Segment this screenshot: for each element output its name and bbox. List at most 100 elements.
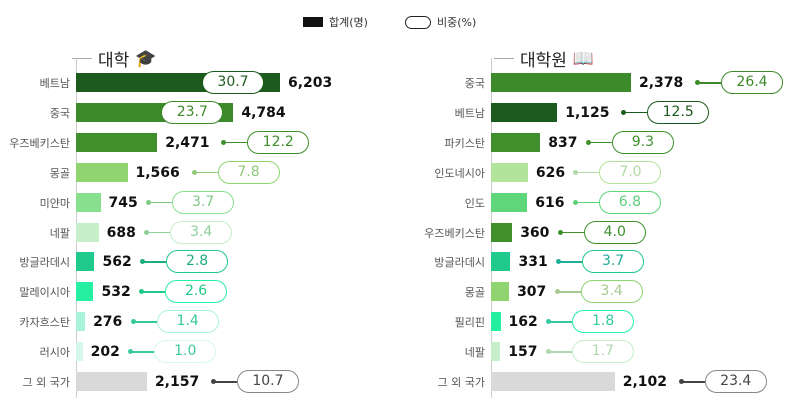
bar [76,252,95,272]
connector-line [558,291,581,293]
share-pill: 1.0 [154,340,217,364]
connector-line [576,201,599,204]
legend-share-label: 비중(%) [437,16,477,29]
bar [76,372,147,391]
value-label: 331 [518,254,548,271]
category-label: 그 외 국가 [22,376,70,389]
connector-dot [545,349,551,355]
panel-title-graduate: 대학원 📖 [494,46,594,71]
value-label: 626 [535,164,566,181]
value-label: 2,157 [154,374,200,390]
value-label: 616 [535,194,565,211]
connector-dot [130,319,136,325]
share-pill: 9.3 [611,130,674,154]
share-pill: 3.4 [170,220,233,244]
category-label: 몽골 [464,286,485,300]
connector-dot [695,80,700,85]
value-label: 2,378 [639,75,684,91]
value-label: 562 [102,254,132,271]
category-label: 우즈베키스탄 [424,226,485,240]
bar [491,342,501,362]
legend-total-label: 합계(명) [329,16,368,29]
category-label: 인도네시아 [434,166,485,180]
bar [491,282,510,302]
share-pill: 7.0 [599,160,662,184]
category-label: 베트남 [454,106,485,120]
value-label: 532 [101,284,131,301]
share-pill: 2.8 [166,250,229,274]
book-search-icon: 📖 [572,48,595,69]
category-label: 네팔 [464,346,485,360]
share-pill: 10.7 [236,370,299,393]
category-label: 네팔 [49,226,70,240]
category-label: 미얀마 [39,196,70,210]
panel-title-university: 대학 🎓 [72,46,156,71]
bar [491,73,631,92]
connector-line [682,381,705,383]
legend-swatch [303,17,323,27]
share-pill: 30.7 [202,71,264,94]
legend-total: 합계(명) [303,14,368,30]
connector-dot [572,199,578,205]
connector-line [550,321,573,323]
bar [491,372,615,391]
share-pill: 2.6 [165,280,228,304]
value-label: 276 [93,314,123,331]
connector-dot [191,169,197,175]
connector-dot [573,169,579,175]
value-label: 2,102 [622,374,668,390]
category-label: 방글라데시 [434,256,485,270]
bar [76,192,101,212]
category-label: 인도 [464,196,485,210]
bar [76,312,86,332]
category-label: 방글라데시 [19,256,70,270]
category-label: 말레이시아 [19,286,70,300]
bar [76,222,99,242]
category-label: 파키스탄 [444,136,485,150]
panel-title-text: 대학원 [520,51,567,71]
category-label: 중국 [464,77,485,90]
value-label: 2,471 [165,134,210,151]
category-label: 몽골 [49,166,70,180]
share-pill: 1.8 [572,310,635,334]
value-label: 1,566 [135,164,180,181]
value-label: 157 [508,344,538,361]
share-pill: 3.7 [172,190,235,214]
share-pill: 12.2 [247,130,310,154]
share-pill: 4.0 [583,220,646,244]
value-label: 6,203 [288,75,333,91]
value-label: 202 [90,344,120,361]
category-label: 필리핀 [454,316,485,330]
connector-line [589,141,612,144]
connector-line [625,111,648,114]
value-label: 4,784 [241,104,286,121]
share-pill: 1.4 [156,310,219,334]
panel-title-text: 대학 [98,51,130,71]
bar [491,222,513,242]
connector-line [225,141,248,144]
value-label: 1,125 [565,104,610,121]
connector-line [150,201,173,204]
value-label: 307 [517,284,547,301]
legend-share: 비중(%) [405,14,476,30]
value-label: 688 [106,224,136,241]
bar [491,312,501,332]
value-label: 162 [508,314,538,331]
share-pill: 12.5 [647,100,710,124]
connector-dot [621,109,627,115]
connector-line [132,351,155,353]
share-pill: 3.7 [582,250,645,274]
category-label: 베트남 [39,77,70,90]
connector-dot [146,199,152,205]
graduation-cap-icon: 🎓 [135,48,157,69]
legend-pill [405,15,431,29]
connector-dot [210,379,216,384]
connector-dot [139,289,145,295]
connector-line [560,261,583,263]
share-pill: 23.4 [704,370,767,393]
category-label: 러시아 [39,346,70,360]
share-pill: 7.8 [217,160,280,184]
connector-line [148,231,171,233]
connector-dot [556,259,562,265]
